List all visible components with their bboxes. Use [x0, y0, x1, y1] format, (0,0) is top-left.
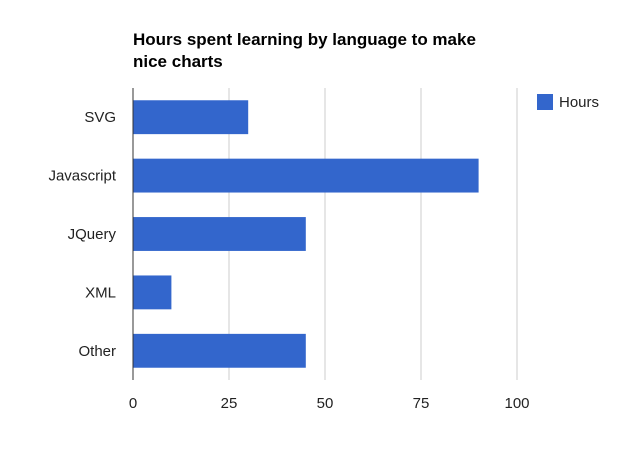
- y-tick-label-xml: XML: [85, 284, 116, 301]
- bar-other[interactable]: [133, 333, 306, 368]
- bars: [133, 100, 479, 368]
- y-tick-label-javascript: Javascript: [48, 168, 116, 185]
- y-tick-label-other: Other: [78, 343, 116, 360]
- bar-svg[interactable]: [133, 100, 249, 135]
- bar-jquery[interactable]: [133, 217, 306, 251]
- legend-swatch-hours: [537, 94, 553, 110]
- chart-title-line-2: nice charts: [133, 52, 223, 71]
- bar-javascript[interactable]: [133, 158, 479, 193]
- x-tick-label-25: 25: [221, 395, 238, 412]
- legend[interactable]: Hours: [537, 94, 599, 111]
- bar-xml[interactable]: [133, 275, 172, 310]
- x-tick-label-0: 0: [129, 395, 137, 412]
- x-tick-label-50: 50: [317, 395, 334, 412]
- axes: 0 25 50 75 100 SVG Javascript JQuery XML Other: [48, 88, 530, 412]
- chart-title-line-1: Hours spent learning by language to make: [133, 30, 476, 49]
- legend-label-hours: Hours: [559, 94, 599, 111]
- y-tick-label-svg: SVG: [84, 109, 116, 126]
- x-tick-label-75: 75: [413, 395, 430, 412]
- y-tick-label-jquery: JQuery: [68, 226, 117, 243]
- x-tick-label-100: 100: [504, 395, 529, 412]
